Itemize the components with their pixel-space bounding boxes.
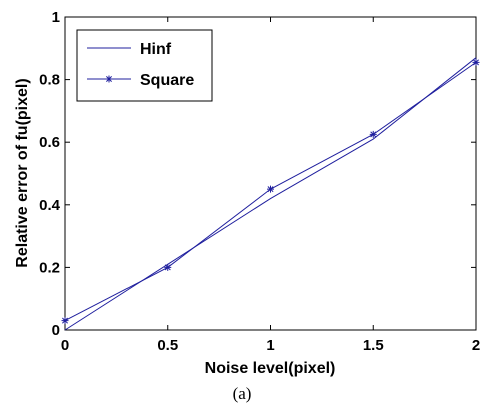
x-axis-title: Noise level(pixel) (205, 360, 336, 377)
x-tick-label: 0.5 (157, 337, 178, 354)
y-tick-label: 0.6 (39, 134, 60, 151)
y-axis-title: Relative error of fu(pixel) (14, 78, 31, 267)
line-chart: 0 0.5 1 1.5 2 0 0.2 0.4 0.6 0.8 1 Hinf Square Nois… (0, 0, 484, 384)
data-point-square (62, 317, 69, 324)
legend: Hinf Square (77, 30, 212, 101)
figure-caption: (a) (0, 384, 484, 404)
data-point-square (164, 264, 171, 271)
x-tick-label: 2 (472, 337, 480, 354)
x-tick-label: 1 (266, 337, 274, 354)
y-tick-label: 0.4 (39, 197, 61, 214)
x-tick-label: 0 (61, 337, 69, 354)
data-point-square (473, 59, 480, 66)
y-tick-label: 1 (52, 9, 60, 26)
y-tick-label: 0 (52, 322, 60, 339)
data-point-square (267, 186, 274, 193)
legend-label: Hinf (140, 41, 172, 58)
y-tick-label: 0.2 (39, 259, 60, 276)
data-point-square (370, 131, 377, 138)
legend-marker-asterisk (106, 76, 113, 83)
x-tick-label: 1.5 (363, 337, 384, 354)
y-tick-label: 0.8 (39, 72, 60, 89)
legend-label: Square (140, 72, 194, 89)
